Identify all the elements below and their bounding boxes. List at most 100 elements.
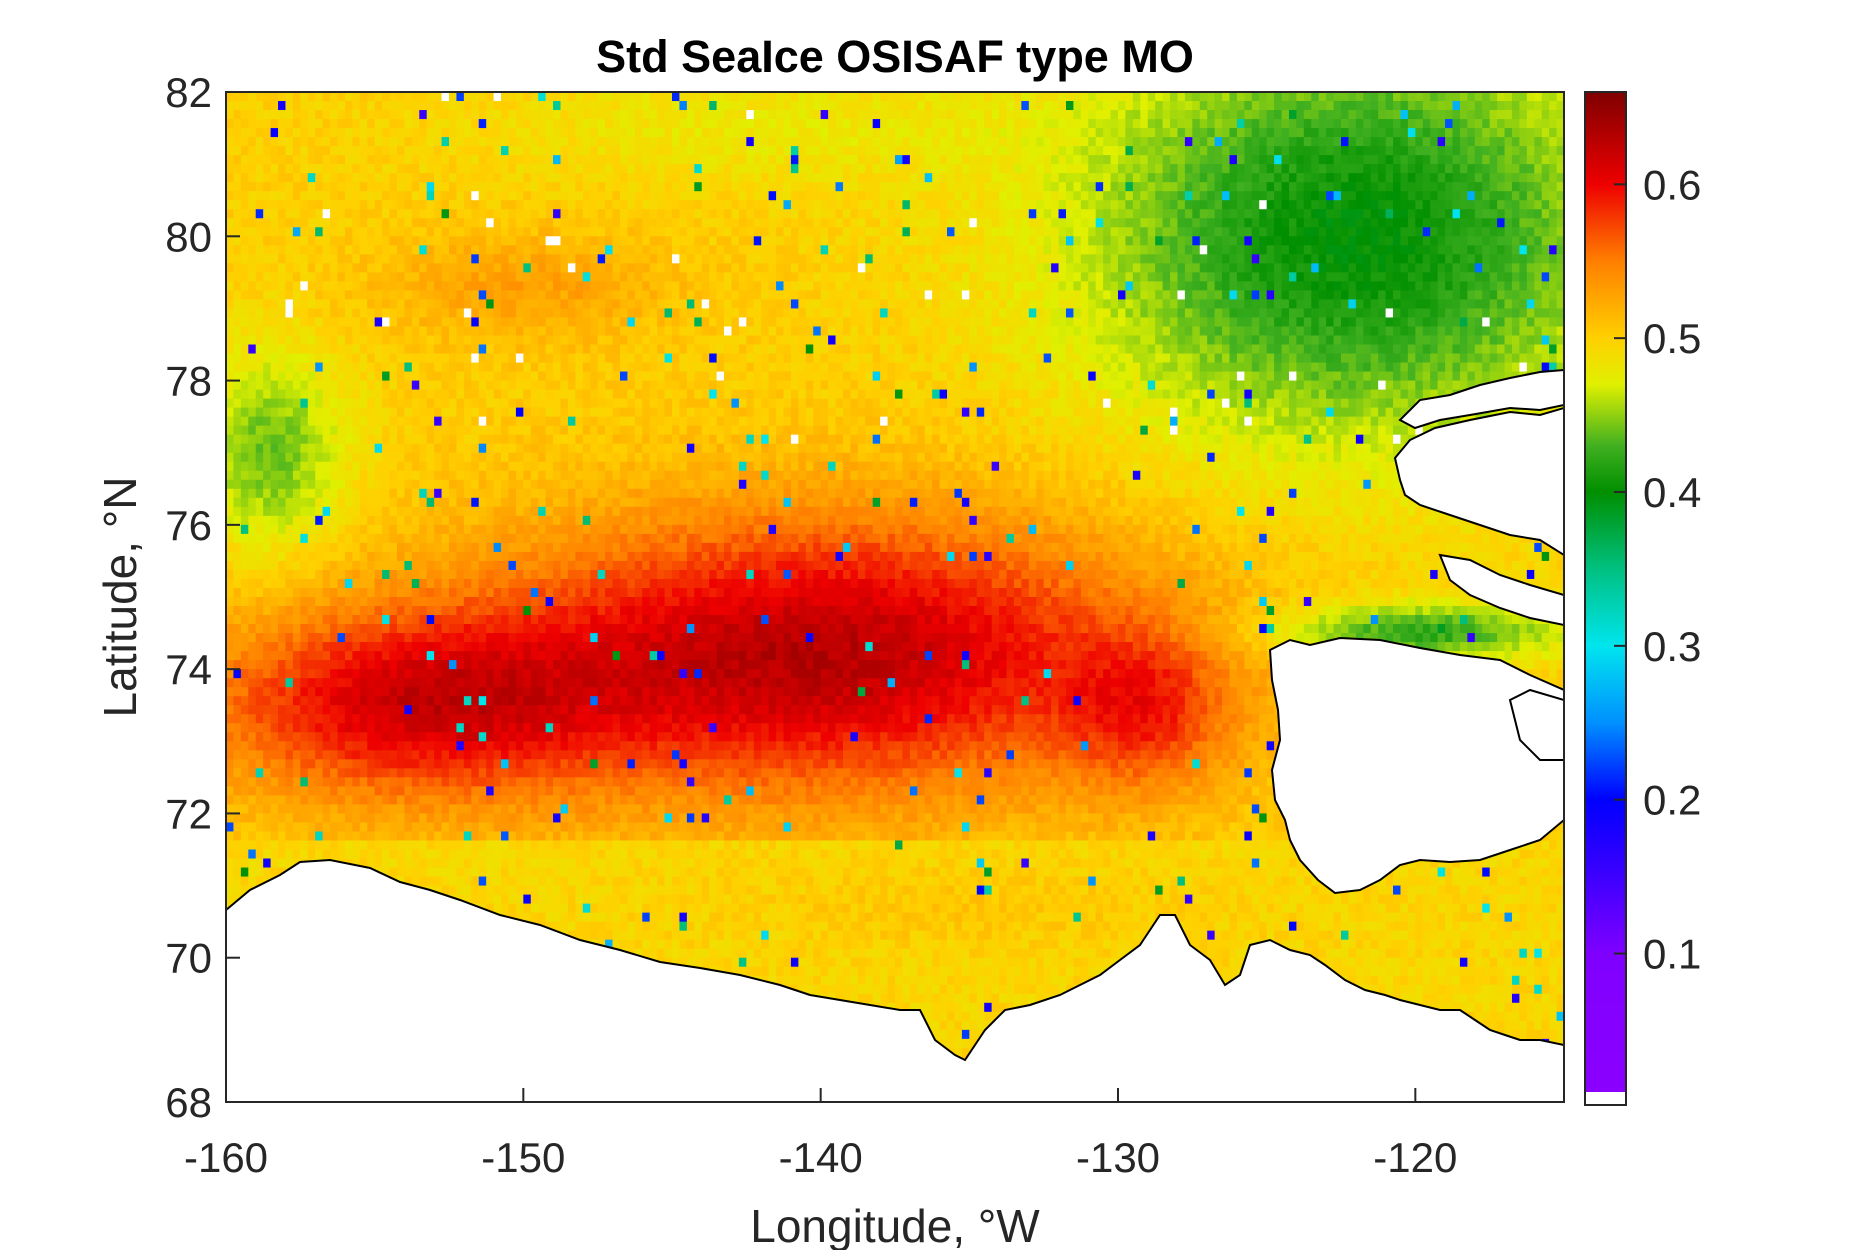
heatmap-cell — [709, 164, 718, 174]
heatmap-cell — [850, 191, 859, 201]
heatmap-cell — [426, 272, 435, 282]
heatmap-cell — [1199, 245, 1208, 255]
heatmap-cell — [813, 326, 822, 337]
heatmap-cell — [1088, 290, 1097, 301]
heatmap-cell — [1378, 236, 1387, 246]
heatmap-cell — [1147, 281, 1156, 291]
heatmap-cell — [731, 173, 740, 183]
heatmap-cell — [932, 128, 941, 138]
heatmap-cell — [976, 290, 985, 301]
heatmap-cell — [1482, 173, 1491, 183]
heatmap-cell — [798, 146, 807, 156]
heatmap-cell — [1407, 200, 1416, 210]
heatmap-cell — [1222, 272, 1231, 282]
heatmap-cell — [449, 335, 458, 346]
heatmap-cell — [315, 272, 324, 282]
heatmap-cell — [612, 281, 621, 291]
heatmap-cell — [865, 209, 874, 219]
heatmap-cell — [359, 290, 368, 301]
heatmap-cell — [917, 317, 926, 328]
heatmap-cell — [1244, 101, 1253, 111]
heatmap-cell — [939, 173, 948, 183]
heatmap-cell — [396, 155, 405, 165]
heatmap-cell — [515, 335, 524, 346]
heatmap-cell — [835, 209, 844, 219]
heatmap-cell — [701, 191, 710, 201]
heatmap-cell — [545, 137, 554, 147]
heatmap-cell — [1385, 236, 1394, 246]
heatmap-cell — [515, 200, 524, 210]
heatmap-cell — [359, 263, 368, 273]
heatmap-cell — [1311, 308, 1320, 319]
heatmap-cell — [657, 218, 666, 228]
heatmap-cell — [359, 164, 368, 174]
heatmap-cell — [798, 227, 807, 237]
heatmap-cell — [1140, 263, 1149, 273]
heatmap-cell — [404, 326, 413, 337]
heatmap-cell — [1028, 146, 1037, 156]
heatmap-cell — [1036, 272, 1045, 282]
heatmap-cell — [1229, 263, 1238, 273]
heatmap-cell — [359, 92, 368, 102]
heatmap-cell — [515, 137, 524, 147]
heatmap-cell — [1266, 128, 1275, 138]
heatmap-cell — [701, 308, 710, 319]
heatmap-cell — [330, 200, 339, 210]
heatmap-cell — [679, 128, 688, 138]
heatmap-cell — [731, 272, 740, 282]
heatmap-cell — [619, 281, 628, 291]
heatmap-cell — [857, 173, 866, 183]
heatmap-cell — [1497, 191, 1506, 201]
heatmap-cell — [426, 200, 435, 210]
heatmap-cell — [545, 236, 554, 246]
heatmap-cell — [530, 272, 539, 282]
heatmap-cell — [1526, 227, 1535, 237]
heatmap-cell — [984, 155, 993, 165]
heatmap-cell — [1065, 326, 1074, 337]
heatmap-cell — [753, 227, 762, 237]
heatmap-cell — [783, 137, 792, 147]
heatmap-cell — [865, 92, 874, 102]
heatmap-cell — [1065, 92, 1074, 102]
heatmap-cell — [1051, 308, 1060, 319]
heatmap-cell — [1437, 236, 1446, 246]
heatmap-cell — [344, 272, 353, 282]
heatmap-cell — [842, 101, 851, 111]
heatmap-cell — [449, 200, 458, 210]
heatmap-cell — [731, 164, 740, 174]
heatmap-cell — [776, 281, 785, 291]
heatmap-cell — [449, 290, 458, 301]
heatmap-cell — [1482, 101, 1491, 111]
heatmap-cell — [1482, 308, 1491, 319]
heatmap-cell — [694, 218, 703, 228]
heatmap-cell — [1363, 326, 1372, 337]
heatmap-cell — [1415, 263, 1424, 273]
heatmap-cell — [575, 155, 584, 165]
heatmap-cell — [1459, 155, 1468, 165]
heatmap-cell — [642, 164, 651, 174]
heatmap-cell — [1088, 209, 1097, 219]
heatmap-cell — [1214, 290, 1223, 301]
heatmap-cell — [828, 254, 837, 264]
heatmap-cell — [389, 101, 398, 111]
heatmap-cell — [508, 92, 517, 102]
heatmap-cell — [1393, 263, 1402, 273]
heatmap-cell — [1519, 254, 1528, 264]
heatmap-cell — [902, 137, 911, 147]
heatmap-cell — [1541, 326, 1550, 337]
heatmap-cell — [783, 317, 792, 328]
heatmap-cell — [515, 236, 524, 246]
heatmap-cell — [850, 299, 859, 310]
heatmap-cell — [515, 227, 524, 237]
heatmap-cell — [1125, 173, 1134, 183]
heatmap-cell — [1177, 137, 1186, 147]
heatmap-cell — [434, 299, 443, 310]
heatmap-cell — [1452, 209, 1461, 219]
heatmap-cell — [441, 101, 450, 111]
heatmap-cell — [1430, 227, 1439, 237]
heatmap-cell — [1526, 191, 1535, 201]
heatmap-cell — [724, 326, 733, 337]
heatmap-cell — [701, 209, 710, 219]
heatmap-cell — [1058, 227, 1067, 237]
heatmap-cell — [1288, 92, 1297, 102]
